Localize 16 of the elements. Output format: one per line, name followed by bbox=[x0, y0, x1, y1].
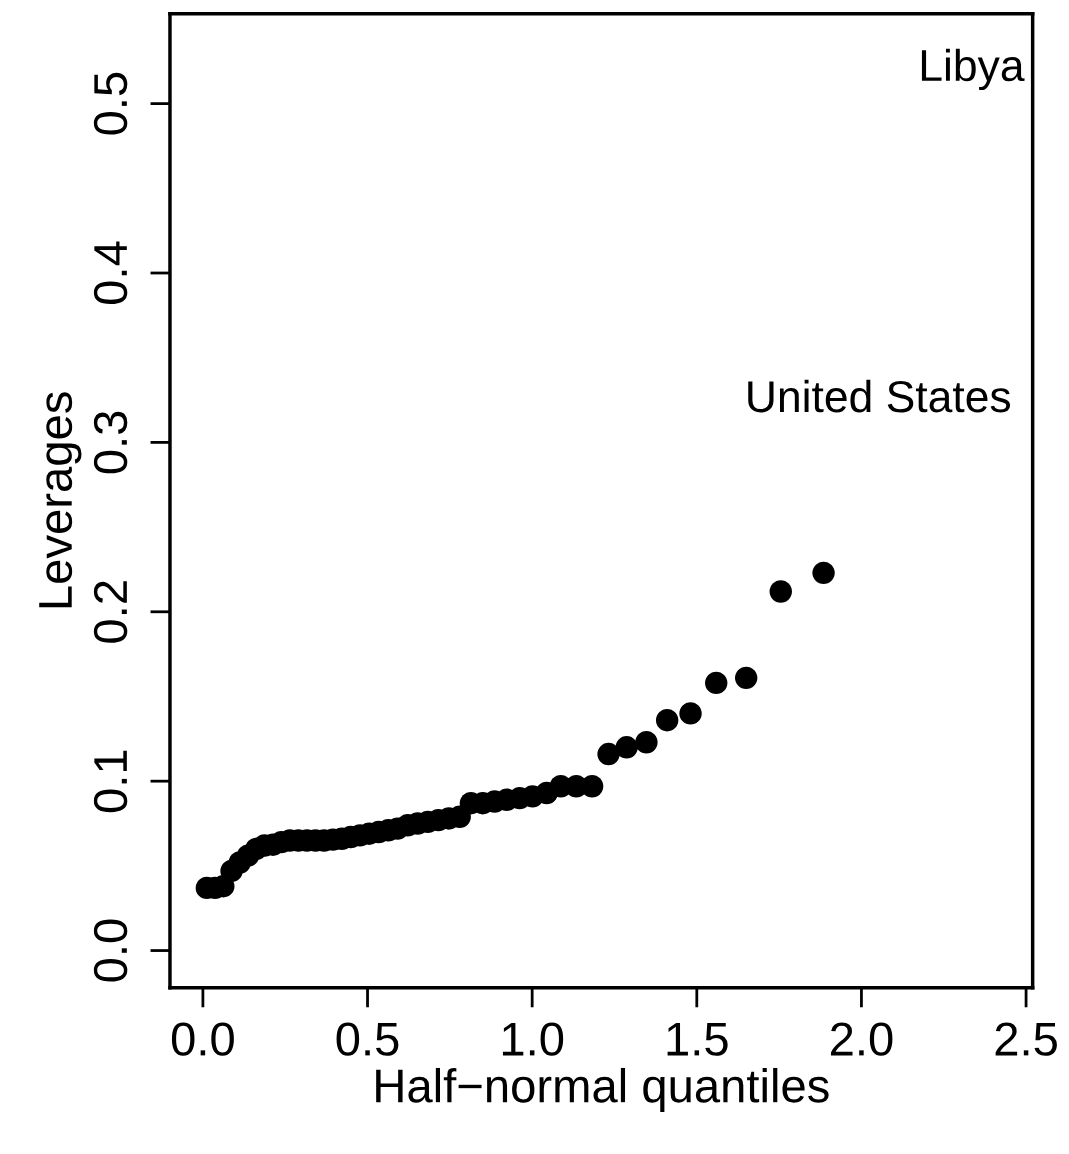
y-tick-label: 0.1 bbox=[93, 750, 128, 813]
y-tick-label: 0.5 bbox=[93, 72, 128, 135]
annotation: Libya bbox=[921, 48, 1025, 91]
y-axis-title: Leverages bbox=[39, 392, 82, 608]
y-tick-label: 0.2 bbox=[93, 581, 128, 643]
x-tick-label: 1.5 bbox=[667, 1022, 728, 1056]
x-tick-label: 2.0 bbox=[830, 1022, 893, 1056]
x-axis-title: Half−normal quantiles bbox=[376, 1067, 829, 1112]
y-tick-label: 0.0 bbox=[93, 919, 128, 982]
annotation: United States bbox=[748, 379, 1011, 413]
x-tick-label: 0.0 bbox=[171, 1022, 234, 1056]
y-tick-label: 0.4 bbox=[93, 241, 128, 304]
x-tick-label: 0.5 bbox=[336, 1022, 399, 1056]
x-tick-label: 1.0 bbox=[502, 1022, 564, 1056]
x-tick-label: 2.5 bbox=[995, 1022, 1057, 1056]
y-tick-label: 0.3 bbox=[93, 411, 128, 474]
